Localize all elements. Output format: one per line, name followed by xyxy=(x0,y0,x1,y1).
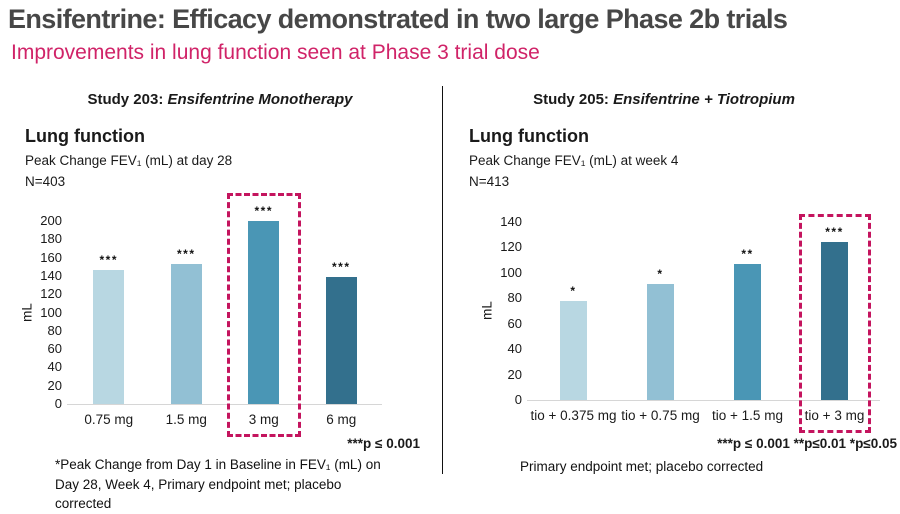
bar xyxy=(325,276,357,404)
study-203-title: Study 203: Ensifentrine Monotherapy xyxy=(10,91,430,108)
bar xyxy=(248,221,280,404)
x-tick-label: 1.5 mg xyxy=(165,412,207,427)
pvalue-note-203: ***p ≤ 0.001 xyxy=(347,436,420,451)
y-tick-label: 80 xyxy=(507,290,522,306)
y-tick-label: 140 xyxy=(40,267,62,283)
y-tick-label: 200 xyxy=(40,213,62,228)
significance-stars: * xyxy=(657,267,664,282)
study-203-panel: Study 203: Ensifentrine Monotherapy Lung… xyxy=(0,84,442,511)
y-tick-label: 80 xyxy=(47,322,62,338)
y-tick-label: 100 xyxy=(500,264,522,280)
y-tick-label: 120 xyxy=(500,239,522,255)
y-tick-label: 60 xyxy=(507,315,522,331)
page-title: Ensifentrine: Efficacy demonstrated in t… xyxy=(8,4,788,34)
x-tick-label: tio + 0.375 mg xyxy=(530,408,617,423)
study-205-label: Study 205: xyxy=(533,91,614,108)
bar xyxy=(734,263,761,400)
x-tick-label: 0.75 mg xyxy=(84,412,134,427)
x-tick-label: tio + 1.5 mg xyxy=(712,408,783,423)
y-axis-title: mL xyxy=(479,301,495,320)
y-tick-label: 160 xyxy=(40,249,62,265)
footnote-203: *Peak Change from Day 1 in Baseline in F… xyxy=(55,457,381,512)
x-tick-label: 3 mg xyxy=(248,412,279,427)
page-subtitle: Improvements in lung function seen at Ph… xyxy=(11,41,540,64)
y-tick-label: 120 xyxy=(40,286,62,302)
bar xyxy=(647,284,674,400)
significance-stars: ** xyxy=(741,246,754,261)
x-axis-line xyxy=(67,404,382,405)
y-tick-label: 100 xyxy=(40,304,62,320)
significance-stars: * xyxy=(570,283,577,298)
lung-function-heading-205: Lung function xyxy=(469,126,589,146)
bar xyxy=(170,264,202,404)
significance-stars: *** xyxy=(99,253,118,268)
x-tick-label: 6 mg xyxy=(326,412,357,427)
study-203-name: Ensifentrine Monotherapy xyxy=(167,91,353,108)
x-tick-label: tio + 0.75 mg xyxy=(621,408,700,423)
x-axis-line xyxy=(527,400,880,401)
lung-function-heading-203: Lung function xyxy=(25,126,145,146)
significance-stars: *** xyxy=(254,204,273,218)
y-tick-label: 20 xyxy=(507,366,522,382)
y-tick-label: 0 xyxy=(514,392,522,407)
study-203-label: Study 203: xyxy=(87,91,168,108)
n-label-203: N=403 xyxy=(25,174,66,189)
footnote-205: Primary endpoint met; placebo corrected xyxy=(520,459,764,474)
significance-stars: *** xyxy=(176,247,196,261)
panel-divider-line xyxy=(442,86,443,474)
y-tick-label: 0 xyxy=(54,396,62,411)
y-tick-label: 20 xyxy=(47,377,62,393)
x-tick-label: tio + 3 mg xyxy=(804,408,865,423)
y-tick-label: 180 xyxy=(40,231,62,247)
y-tick-label: 40 xyxy=(47,359,62,375)
measure-line-203: Peak Change FEV₁ (mL) at day 28 xyxy=(25,153,233,168)
y-tick-label: 140 xyxy=(500,214,522,229)
phase3-dose-highlight-box xyxy=(798,214,871,433)
n-label-205: N=413 xyxy=(469,174,510,189)
significance-stars: *** xyxy=(825,225,844,240)
study-203-bar-chart: 0 20 40 60 80 100 120 140 160 180 200 mL *** 0.75 mg *… xyxy=(0,84,442,488)
significance-stars: *** xyxy=(331,259,351,274)
study-205-panel: Study 205: Ensifentrine + Tiotropium Lun… xyxy=(444,84,900,488)
phase3-dose-highlight-box xyxy=(226,193,301,437)
bar xyxy=(560,300,587,400)
bar xyxy=(93,270,125,404)
study-205-bar-chart: 0 20 40 60 80 100 120 140 mL * tio + 0.375 mg * tio … xyxy=(444,84,900,488)
pvalue-note-205: ***p ≤ 0.001 **p≤0.01 *p≤0.05 xyxy=(717,436,897,451)
measure-line-205: Peak Change FEV₁ (mL) at week 4 xyxy=(469,153,679,168)
study-205-title: Study 205: Ensifentrine + Tiotropium xyxy=(454,91,874,108)
bar xyxy=(821,242,848,400)
y-axis-title: mL xyxy=(19,302,35,322)
study-205-name: Ensifentrine + Tiotropium xyxy=(613,91,795,108)
y-tick-label: 60 xyxy=(47,341,62,357)
y-tick-label: 40 xyxy=(507,341,522,357)
